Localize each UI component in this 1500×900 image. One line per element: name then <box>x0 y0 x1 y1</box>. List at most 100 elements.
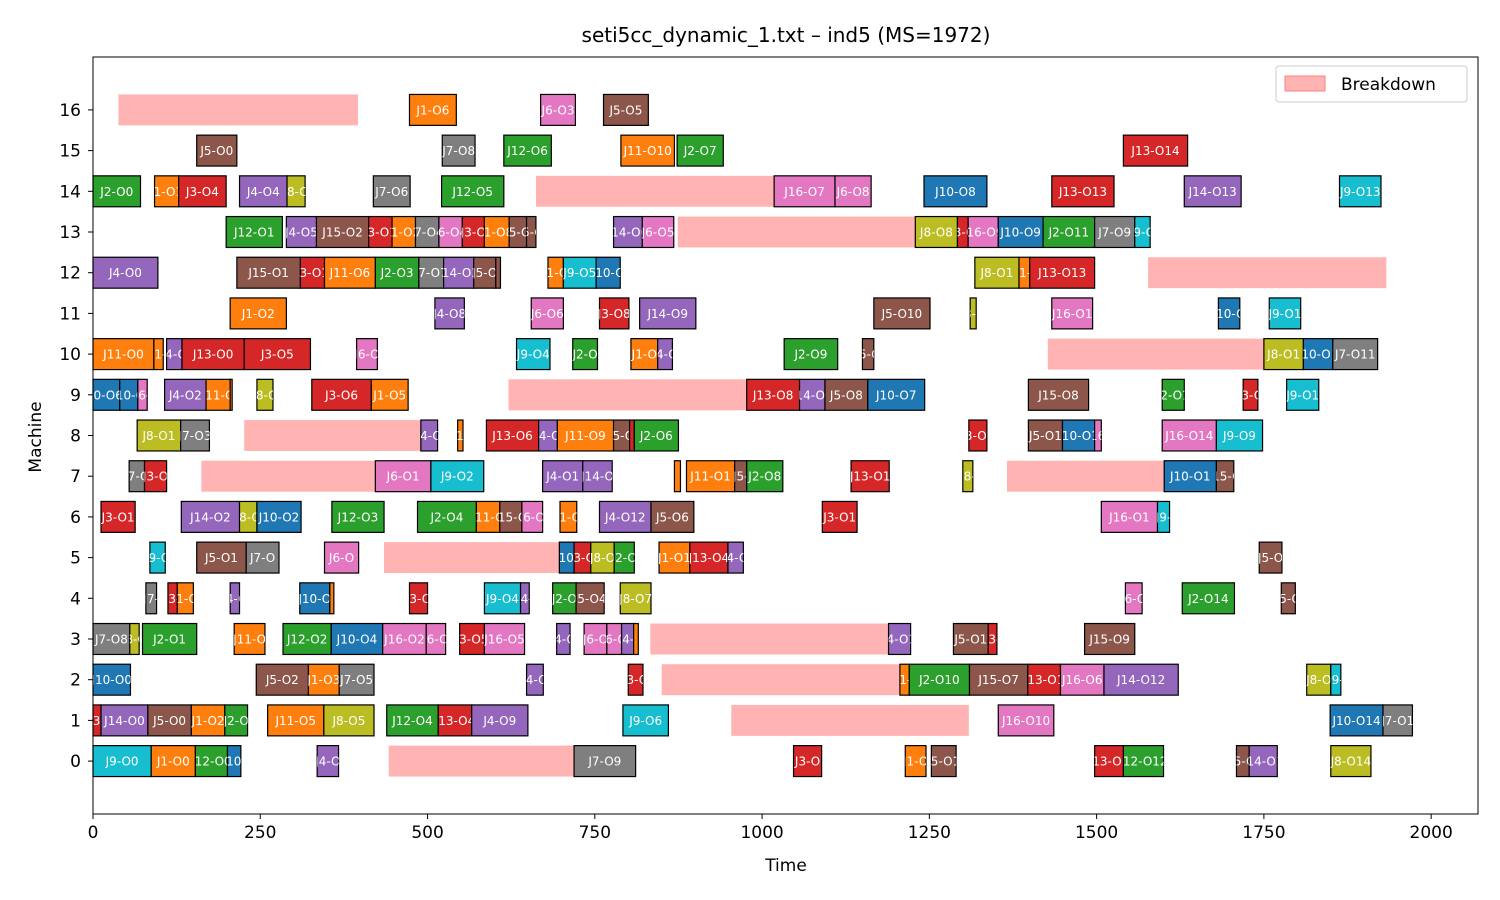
task-bar <box>559 500 578 533</box>
task-bar <box>442 256 475 289</box>
task-label: J11-O <box>471 510 505 524</box>
task-bar-group: J6-O <box>425 622 447 656</box>
task-bar-group: J16-O6 <box>1059 663 1105 696</box>
task-label: J4-O <box>550 632 576 646</box>
task-bar <box>194 745 229 778</box>
task-label: J1-O <box>542 266 568 280</box>
task-bar <box>1268 297 1302 330</box>
task-label: J11-O <box>887 673 921 687</box>
task-label: J11-O10 <box>623 144 672 158</box>
task-label: J8-O14 <box>1330 755 1372 769</box>
task-bar-group: J1-O8 <box>483 215 510 249</box>
task-label: J7-O8 <box>441 144 475 158</box>
task-label: J13-O6 <box>491 429 533 443</box>
task-bar-group: J10-O0 <box>92 663 132 696</box>
task-bar-group: J1-O <box>559 500 578 533</box>
task-bar-group: J7- <box>145 582 158 615</box>
task-bar-group: J12-O5 <box>440 175 505 208</box>
task-label: J7-O5 <box>339 673 373 687</box>
task-label: J14-O5 <box>527 429 569 443</box>
task-label: J11-O1 <box>689 470 731 484</box>
task-bar <box>1122 134 1189 167</box>
task-label: J9-O1 <box>1285 388 1319 402</box>
task-bar <box>887 622 912 656</box>
task-label: J8-O1 <box>141 429 175 443</box>
task-label: J3- <box>164 592 181 606</box>
task-bar-group: J8-O <box>256 378 274 411</box>
task-bar <box>92 745 152 778</box>
task-label: J3-O1 <box>363 226 397 240</box>
breakdown-bar <box>201 460 376 492</box>
task-label: J13-O8 <box>752 388 794 402</box>
task-bar-group: J16-O1 <box>1051 297 1094 330</box>
task-bar <box>471 704 529 737</box>
task-bar <box>997 215 1044 249</box>
task-label: J8-O5 <box>331 714 365 728</box>
task-label: J2-O7 <box>683 144 717 158</box>
x-axis-label: Time <box>764 856 807 876</box>
task-bar-group: J8-O <box>589 541 615 574</box>
task-bar-group: J6-O <box>356 338 378 371</box>
task-bar <box>861 338 875 371</box>
task-bar <box>92 338 155 371</box>
task-label: J5-O6 <box>655 510 689 524</box>
task-bar <box>495 256 502 289</box>
task-label: J5-O <box>504 226 530 240</box>
task-bar <box>338 663 375 696</box>
task-label: J7-O <box>123 470 149 484</box>
task-label: J2-O <box>611 551 637 565</box>
task-bar-group: J7-O <box>245 541 280 574</box>
task-bar-group: J12-O0 <box>194 745 229 778</box>
task-bar-group: J10-O4 <box>330 622 384 656</box>
task-label: J6- <box>134 388 151 402</box>
task-label: J8-O1 <box>1266 348 1300 362</box>
task-bar <box>1215 419 1264 452</box>
task-bar <box>372 175 411 208</box>
task-label: J7-O4 <box>410 226 444 240</box>
task-label: J11-O6 <box>329 266 371 280</box>
task-bar-group: J3-O5 <box>459 622 486 656</box>
task-bar <box>329 582 335 615</box>
task-bar <box>147 704 192 737</box>
task-bar-group: J15-O <box>1215 460 1235 493</box>
x-tick-label: 750 <box>579 823 611 843</box>
task-bar <box>1329 704 1384 737</box>
task-bar <box>408 93 457 126</box>
task-label: J0-O6 <box>89 388 123 402</box>
task-bar <box>323 256 376 289</box>
task-label: J5-O <box>608 429 634 443</box>
task-bar-group: J4-O <box>165 338 183 371</box>
task-label: J9-O6 <box>628 714 662 728</box>
task-bar-group <box>329 582 335 615</box>
task-bar-group: J4-O <box>657 338 674 371</box>
task-label: J7-O3 <box>178 429 212 443</box>
task-bar-group: J2-O <box>611 541 637 574</box>
task-label: J8-O8 <box>919 226 953 240</box>
task-label: J6-O6 <box>530 307 564 321</box>
task-bar-group: J8-O <box>1306 663 1332 696</box>
task-bar-group: J3-O8 <box>598 297 630 330</box>
task-label: J8-O <box>589 551 615 565</box>
task-bar-group: J14-O <box>582 460 613 493</box>
task-bar-group: J8-O5 <box>323 704 375 737</box>
task-label: J7-O8 <box>94 632 128 646</box>
y-tick-label: 10 <box>59 345 81 365</box>
task-label: J10-O <box>297 592 331 606</box>
task-label: J1-O5 <box>372 388 406 402</box>
task-label: J10- <box>554 551 578 565</box>
task-bar <box>633 622 639 656</box>
legend-label-breakdown: Breakdown <box>1341 75 1436 95</box>
task-label: J11-O <box>201 388 235 402</box>
task-label: J7-O <box>249 551 275 565</box>
task-bar-group: J4-O12 <box>598 500 652 533</box>
task-bar <box>633 419 680 452</box>
y-tick-label: 1 <box>70 711 81 731</box>
y-tick-label: 9 <box>70 386 81 406</box>
task-bar-group: J10-O2 <box>256 500 302 533</box>
task-bar-group: J9-O1 <box>1285 378 1320 411</box>
task-label: J5-O1 <box>1028 429 1062 443</box>
task-bar <box>575 582 605 615</box>
task-label: J13-O4 <box>434 714 476 728</box>
task-bar <box>153 338 164 371</box>
task-bar <box>180 500 241 533</box>
